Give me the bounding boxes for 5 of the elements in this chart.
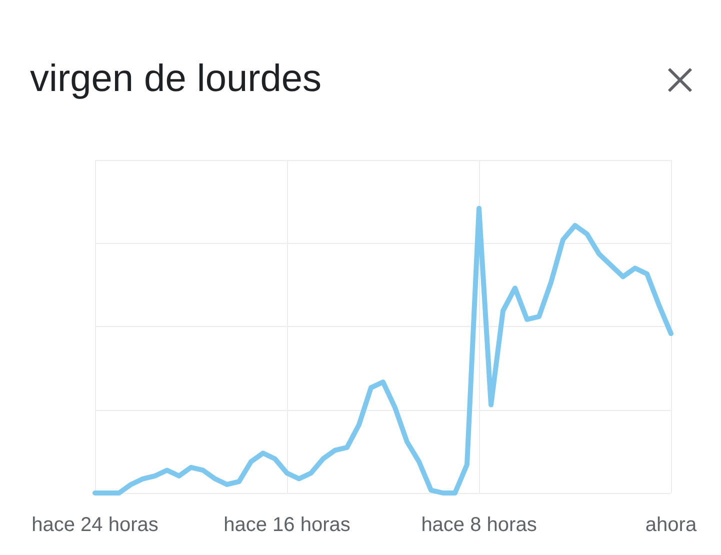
x-tick-label: ahora: [645, 514, 698, 536]
x-tick-label: hace 16 horas: [224, 514, 350, 536]
x-tick-label: hace 8 horas: [421, 514, 537, 536]
chart-title: virgen de lourdes: [30, 58, 322, 101]
x-tick-label: hace 24 horas: [32, 514, 158, 536]
